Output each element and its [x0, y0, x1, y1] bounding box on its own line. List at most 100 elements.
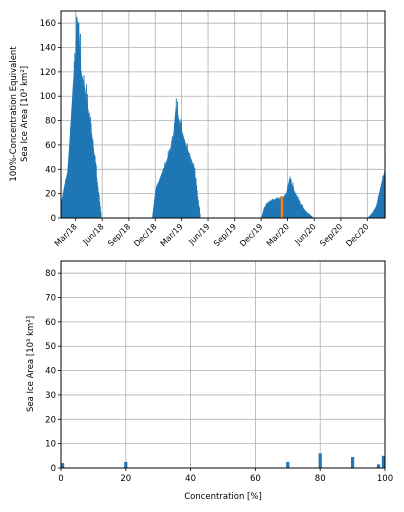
chart1-ytick-label: 20	[45, 190, 56, 200]
chart1-spike	[261, 216, 263, 218]
chart1-spike	[294, 191, 296, 218]
chart1-spike	[292, 182, 294, 218]
chart1-spike	[92, 150, 94, 218]
chart1-ytick-label: 160	[40, 19, 56, 29]
chart1-y-ticks: 0 20 40 60 80 100 120 140 160	[40, 19, 61, 224]
chart1-spike	[288, 179, 290, 218]
chart1-spike	[308, 213, 310, 218]
chart1-spike	[277, 197, 279, 218]
chart1-spike	[79, 54, 81, 218]
chart1-spike	[72, 102, 74, 218]
chart2-bar	[124, 461, 128, 468]
chart1-xtick-label: Sep/19	[212, 222, 238, 248]
chart1-x-ticks: Mar/18 Jun/18 Sep/18 Dec/18 Mar/19 Jun/19 Sep/…	[53, 218, 371, 248]
chart1-spike	[166, 162, 168, 218]
chart1-spike	[380, 190, 382, 218]
chart1-spike	[181, 139, 183, 218]
chart1-xtick-label: Mar/20	[265, 222, 291, 248]
chart2-xtick-label: 60	[250, 474, 261, 484]
chart1-spike	[154, 200, 156, 218]
chart1-spike	[305, 211, 307, 218]
chart1-spike	[269, 201, 271, 218]
chart1-spike	[302, 206, 304, 218]
chart1-spike	[75, 60, 77, 218]
chart1-spike	[90, 116, 91, 218]
chart1-spike	[305, 211, 307, 218]
sea-ice-area-series	[61, 13, 385, 218]
chart1-spike	[156, 184, 158, 218]
chart1-spike	[165, 166, 167, 218]
chart1-spike	[284, 194, 286, 218]
chart1-spike	[72, 102, 73, 218]
chart1-spike	[174, 122, 176, 218]
chart2-frame	[60, 260, 386, 469]
chart1-spike	[86, 109, 88, 218]
chart1-spike	[381, 181, 383, 218]
chart2-ytick-label: 30	[45, 391, 56, 401]
chart1-xtick-label: Dec/20	[344, 222, 370, 248]
chart1-ytick-label: 40	[45, 165, 56, 175]
chart1-spike	[70, 126, 72, 218]
chart1-spike	[380, 191, 381, 218]
chart1-spike	[287, 185, 289, 218]
chart1-spike	[78, 45, 80, 219]
chart1-spike	[274, 199, 276, 218]
chart1-spike	[96, 182, 98, 218]
chart1-spike	[156, 186, 158, 218]
chart2-grid	[60, 261, 386, 469]
chart1-spike	[192, 171, 194, 218]
chart2-ytick-label: 80	[45, 269, 56, 279]
chart1-spike	[173, 141, 175, 218]
chart1-spike	[164, 162, 166, 218]
chart1-spike	[62, 196, 64, 218]
chart1-spike	[99, 201, 101, 218]
chart1-xtick-label: Sep/20	[318, 222, 344, 248]
chart1-spike	[186, 143, 188, 218]
chart1-spike	[193, 163, 195, 218]
chart1-spike	[197, 200, 199, 218]
chart1-spike	[307, 213, 309, 218]
chart1-spike	[81, 86, 83, 218]
chart1-xtick-label: Mar/18	[53, 222, 79, 248]
chart1-spike	[167, 151, 169, 218]
chart2-xtick-label: 80	[315, 474, 326, 484]
chart1-spike	[170, 151, 171, 218]
chart1-spike	[374, 209, 376, 218]
chart1-spike	[195, 177, 197, 218]
chart1-spike	[264, 207, 265, 218]
chart1-spike	[181, 121, 182, 218]
chart1-spike	[186, 150, 188, 218]
chart1-ytick-label: 60	[45, 141, 56, 151]
chart1-spike	[159, 180, 160, 218]
chart1-spike	[371, 213, 373, 218]
chart1-ylabel-line1: 100%-Concentration Equivalent	[9, 46, 19, 182]
chart1-spike	[91, 140, 93, 218]
chart1-spike	[290, 179, 292, 218]
chart1-spike	[290, 179, 292, 218]
chart1-spike	[77, 23, 79, 219]
chart1-spike	[69, 147, 71, 218]
chart1-spike	[291, 184, 293, 218]
chart1-xtick-label: Jun/18	[81, 222, 106, 247]
chart1-spike	[94, 154, 95, 218]
chart1-spike	[377, 197, 379, 218]
chart1-spike	[163, 168, 164, 218]
chart1-spike	[310, 215, 312, 218]
chart2-ytick-label: 70	[45, 294, 56, 304]
chart1-spike	[161, 178, 163, 218]
chart1-spike	[276, 199, 278, 218]
chart1-spike	[164, 173, 166, 218]
chart1-spike	[76, 17, 77, 219]
chart1-spike	[278, 199, 280, 218]
chart1-spike	[284, 194, 286, 218]
chart1-spike	[374, 209, 376, 218]
chart1-spike	[267, 203, 269, 218]
chart1-spike	[298, 201, 300, 218]
chart1-spike	[286, 195, 287, 218]
chart1-spike	[65, 179, 66, 218]
chart1-frame	[60, 10, 386, 219]
chart2-bar	[376, 464, 381, 468]
chart1-spike	[92, 139, 94, 218]
chart1-spike	[66, 178, 68, 218]
chart1-spike	[184, 150, 186, 218]
